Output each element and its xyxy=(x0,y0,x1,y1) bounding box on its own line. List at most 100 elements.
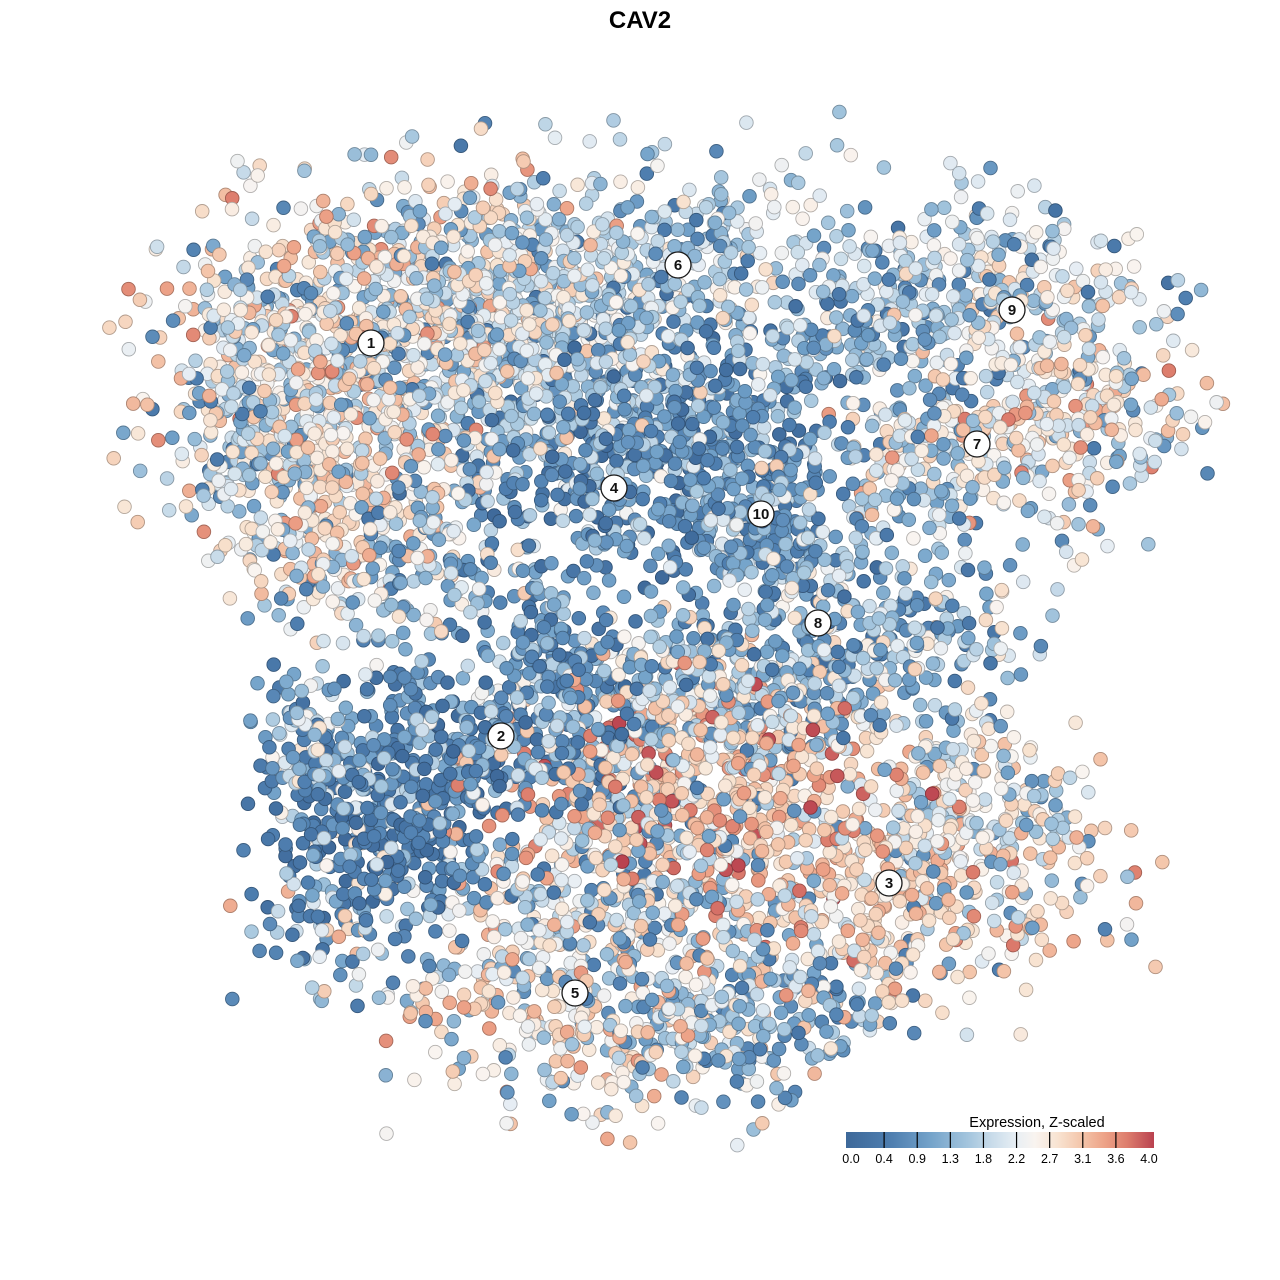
data-point xyxy=(669,629,684,644)
data-point xyxy=(1209,395,1224,410)
data-point xyxy=(550,487,565,503)
data-point xyxy=(745,623,760,639)
data-point xyxy=(1041,486,1057,502)
data-point xyxy=(151,432,166,448)
data-point xyxy=(693,385,708,400)
data-point xyxy=(867,996,883,1011)
data-point xyxy=(463,175,479,191)
data-point xyxy=(599,947,615,962)
data-point xyxy=(246,498,262,514)
data-point xyxy=(1111,289,1127,305)
data-point xyxy=(932,964,947,980)
data-point xyxy=(787,400,802,415)
data-point xyxy=(650,546,666,561)
data-point xyxy=(268,945,284,961)
data-point xyxy=(774,157,789,173)
data-point xyxy=(117,499,132,515)
data-point xyxy=(236,348,252,363)
data-point xyxy=(540,636,555,651)
data-point xyxy=(1155,348,1171,363)
data-point xyxy=(581,1042,597,1057)
data-point xyxy=(194,204,210,219)
data-point xyxy=(466,890,482,906)
data-point xyxy=(252,943,267,959)
data-point xyxy=(918,378,933,393)
data-point xyxy=(907,620,922,635)
data-point xyxy=(654,1067,669,1082)
data-point xyxy=(981,946,996,961)
data-point xyxy=(835,486,851,502)
data-point xyxy=(1005,394,1020,410)
data-point xyxy=(401,949,416,964)
data-point xyxy=(902,381,917,396)
data-point xyxy=(339,441,355,456)
data-point xyxy=(495,807,510,823)
data-point xyxy=(957,532,972,548)
data-point xyxy=(253,758,268,773)
data-point xyxy=(1119,917,1135,932)
data-point xyxy=(770,408,786,424)
data-point xyxy=(922,392,938,408)
data-point xyxy=(466,517,482,532)
data-point xyxy=(576,570,592,586)
data-point xyxy=(927,466,942,482)
data-point xyxy=(266,657,281,672)
data-point xyxy=(677,518,693,534)
data-point xyxy=(958,288,974,303)
data-point xyxy=(618,998,633,1014)
data-point xyxy=(862,598,877,614)
data-point xyxy=(895,559,910,574)
data-point xyxy=(455,628,470,644)
data-point xyxy=(106,451,121,466)
data-point xyxy=(1175,427,1191,442)
data-point xyxy=(1079,850,1095,866)
data-point xyxy=(775,274,790,290)
data-point xyxy=(755,1003,771,1018)
data-point xyxy=(165,313,181,328)
data-point xyxy=(1071,517,1086,532)
data-point xyxy=(887,981,903,997)
data-point xyxy=(947,673,963,689)
data-point xyxy=(752,172,767,187)
data-point xyxy=(907,368,923,384)
data-point xyxy=(1037,509,1052,524)
data-point xyxy=(999,704,1015,720)
data-point xyxy=(378,1068,394,1083)
data-point xyxy=(786,803,802,819)
data-point xyxy=(733,266,749,281)
data-point xyxy=(629,681,645,697)
data-point xyxy=(868,802,883,818)
data-point xyxy=(950,446,965,461)
data-point xyxy=(1166,333,1181,349)
data-point xyxy=(1174,441,1189,457)
data-point xyxy=(481,818,497,834)
data-point xyxy=(782,417,797,433)
data-point xyxy=(767,295,783,310)
data-point xyxy=(217,284,232,299)
data-point xyxy=(1170,306,1185,322)
data-point xyxy=(742,188,757,204)
data-point xyxy=(706,578,722,594)
data-point xyxy=(768,634,783,649)
data-point xyxy=(521,1037,537,1052)
data-point xyxy=(262,916,278,932)
data-point xyxy=(702,688,718,703)
data-point xyxy=(270,903,286,919)
data-point xyxy=(790,244,806,260)
data-point xyxy=(234,365,250,380)
data-point xyxy=(500,1085,515,1100)
data-point xyxy=(182,483,197,499)
data-point xyxy=(976,763,991,779)
data-point xyxy=(1097,922,1113,937)
data-point xyxy=(440,174,455,189)
data-point xyxy=(666,1074,681,1089)
data-point xyxy=(1027,178,1042,193)
data-point xyxy=(616,589,632,604)
data-point xyxy=(254,586,269,601)
data-point xyxy=(125,396,141,411)
data-point xyxy=(856,258,872,274)
data-point xyxy=(285,927,300,942)
data-point xyxy=(296,600,312,615)
data-point xyxy=(473,121,489,136)
